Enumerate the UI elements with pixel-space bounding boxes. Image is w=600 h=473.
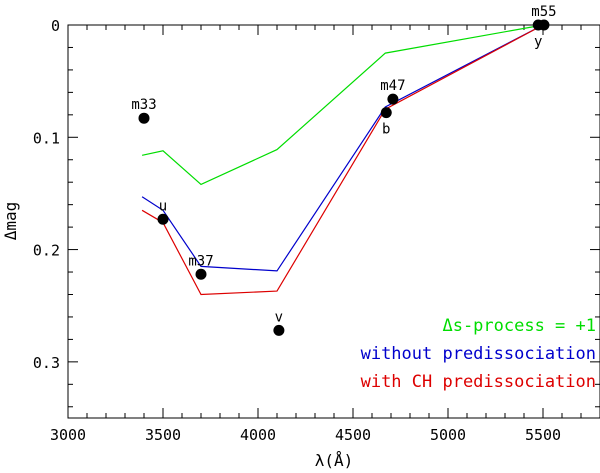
x-tick-label: 3500	[145, 426, 181, 444]
series-line-0	[141, 24, 544, 186]
point-label-m47: m47	[380, 78, 405, 94]
data-point-b	[380, 107, 392, 119]
data-points	[138, 19, 550, 336]
data-point-m33	[138, 112, 150, 124]
y-tick-label: 0.3	[33, 354, 60, 372]
point-label-m55: m55	[531, 4, 556, 20]
point-label-y: y	[534, 34, 542, 50]
legend-entry-0: Δs-process = +1	[442, 316, 596, 336]
x-tick-label: 4000	[240, 426, 276, 444]
point-label-m33: m33	[131, 97, 156, 113]
x-tick-label: 4500	[335, 426, 371, 444]
data-point-m47	[387, 93, 399, 105]
point-label-b: b	[382, 122, 390, 138]
data-point-u	[157, 213, 169, 225]
point-labels: m33 u m37 v b m47 y m55	[131, 4, 556, 325]
y-tick-label: 0.1	[33, 129, 60, 147]
axis-ticks	[67, 24, 600, 418]
x-tick-labels: 3000 3500 4000 4500 5000 5500	[50, 426, 561, 444]
x-tick-label: 5500	[525, 426, 561, 444]
y-tick-label: 0	[51, 17, 60, 35]
data-point-v	[273, 324, 285, 336]
legend: Δs-process = +1 without predissociation wi…	[361, 316, 596, 392]
point-label-u: u	[159, 198, 167, 214]
y-axis-label: Δmag	[1, 202, 20, 241]
x-tick-label: 3000	[50, 426, 86, 444]
legend-entry-1: without predissociation	[361, 344, 596, 364]
y-tick-label: 0.2	[33, 242, 60, 260]
point-label-v: v	[275, 309, 283, 325]
series-line-1	[141, 24, 544, 272]
x-axis-label: λ(Å)	[315, 451, 354, 470]
y-tick-labels: 0 0.1 0.2 0.3	[33, 17, 60, 372]
point-label-m37: m37	[188, 253, 213, 269]
data-point-m37	[195, 268, 207, 280]
x-tick-label: 5000	[430, 426, 466, 444]
data-point-m55	[538, 19, 550, 31]
legend-entry-2: with CH predissociation	[361, 372, 596, 392]
